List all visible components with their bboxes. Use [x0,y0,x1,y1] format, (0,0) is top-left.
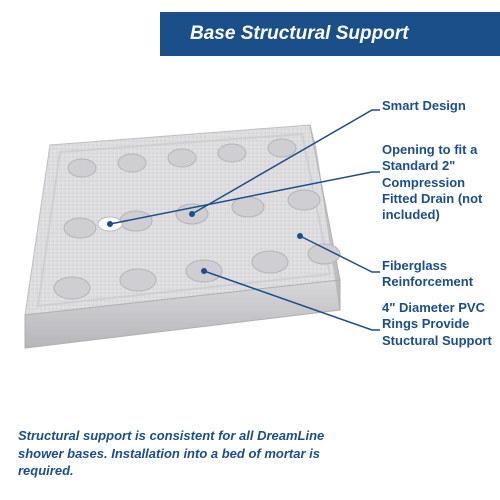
callout-pvc-rings: 4" Diameter PVC Rings Provide Stuctural … [382,300,500,349]
product-illustration [10,90,350,370]
callout-text: Smart Design [382,98,466,113]
footer-note: Structural support is consistent for all… [18,427,350,480]
callout-drain-opening: Opening to fit a Standard 2" Compression… [382,142,500,223]
dot-fiberglass [297,233,303,239]
callout-smart-design: Smart Design [382,98,500,114]
title-bar: Base Structural Support [160,12,500,56]
footer-text: Structural support is consistent for all… [18,428,324,478]
title-text: Base Structural Support [190,23,409,45]
callout-text: Fiberglass Reinforcement [382,258,473,289]
shower-base-svg [10,90,350,370]
dot-smart-design [189,211,195,217]
dot-drain [107,221,113,227]
dot-rings [201,268,207,274]
callout-text: 4" Diameter PVC Rings Provide Stuctural … [382,300,492,348]
callout-fiberglass: Fiberglass Reinforcement [382,258,500,291]
callout-text: Opening to fit a Standard 2" Compression… [382,142,482,222]
